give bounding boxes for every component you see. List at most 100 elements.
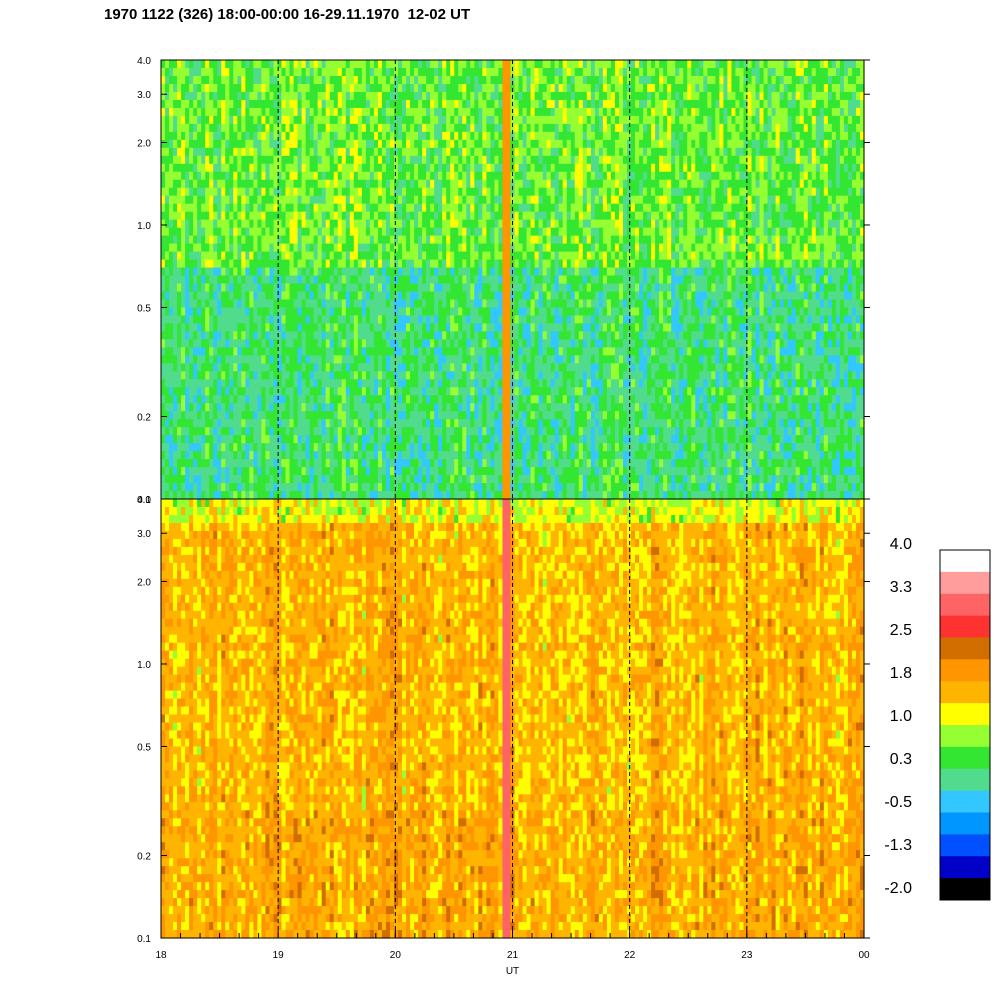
heatmap-cell bbox=[385, 259, 391, 269]
heatmap-cell bbox=[494, 475, 500, 484]
heatmap-cell bbox=[289, 203, 295, 213]
heatmap-cell bbox=[325, 459, 331, 468]
heatmap-cell bbox=[329, 147, 335, 157]
heatmap-cell bbox=[213, 259, 218, 269]
heatmap-cell bbox=[398, 307, 403, 317]
heatmap-cell bbox=[269, 451, 275, 460]
heatmap-cell bbox=[241, 355, 246, 364]
heatmap-cell bbox=[393, 387, 399, 396]
heatmap-cell bbox=[193, 91, 198, 101]
heatmap-cell bbox=[209, 387, 214, 396]
heatmap-cell bbox=[442, 163, 447, 173]
heatmap-cell bbox=[381, 323, 387, 332]
heatmap-cell bbox=[385, 379, 391, 388]
heatmap-cell bbox=[277, 219, 283, 229]
heatmap-cell bbox=[305, 355, 311, 364]
heatmap-cell bbox=[450, 443, 455, 452]
heatmap-cell bbox=[253, 107, 259, 117]
heatmap-cell bbox=[265, 275, 271, 285]
heatmap-cell bbox=[490, 291, 496, 301]
heatmap-cell bbox=[494, 275, 500, 285]
heatmap-cell bbox=[414, 299, 419, 309]
heatmap-cell bbox=[522, 203, 528, 213]
heatmap-cell bbox=[325, 267, 331, 277]
heatmap-cell bbox=[321, 179, 327, 189]
heatmap-cell bbox=[345, 419, 351, 428]
heatmap-cell bbox=[185, 251, 190, 261]
heatmap-cell bbox=[369, 131, 375, 141]
heatmap-cell bbox=[398, 299, 403, 309]
heatmap-cell bbox=[486, 83, 492, 93]
heatmap-cell bbox=[201, 355, 206, 364]
heatmap-cell bbox=[474, 291, 479, 301]
heatmap-cell bbox=[217, 379, 222, 388]
heatmap-cell bbox=[357, 355, 363, 364]
heatmap-cell bbox=[221, 491, 226, 500]
heatmap-cell bbox=[277, 435, 283, 444]
heatmap-cell bbox=[297, 243, 303, 253]
heatmap-cell bbox=[169, 355, 174, 364]
heatmap-cell bbox=[369, 483, 375, 492]
heatmap-cell bbox=[289, 227, 295, 237]
heatmap-cell bbox=[233, 443, 238, 452]
heatmap-cell bbox=[269, 123, 275, 133]
heatmap-cell bbox=[490, 163, 496, 173]
heatmap-cell bbox=[385, 451, 391, 460]
heatmap-cell bbox=[225, 307, 230, 317]
heatmap-cell bbox=[506, 419, 512, 428]
heatmap-cell bbox=[277, 355, 283, 364]
heatmap-cell bbox=[458, 259, 463, 269]
heatmap-cell bbox=[430, 411, 435, 420]
heatmap-cell bbox=[349, 139, 355, 149]
heatmap-cell bbox=[217, 131, 222, 141]
heatmap-cell bbox=[189, 187, 194, 197]
heatmap-cell bbox=[225, 60, 230, 69]
heatmap-cell bbox=[494, 371, 500, 380]
heatmap-cell bbox=[438, 451, 443, 460]
heatmap-cell bbox=[189, 83, 194, 93]
heatmap-cell bbox=[345, 307, 351, 317]
heatmap-cell bbox=[165, 219, 170, 229]
heatmap-cell bbox=[522, 243, 528, 253]
heatmap-cell bbox=[321, 307, 327, 317]
heatmap-cell bbox=[253, 179, 259, 189]
heatmap-cell bbox=[289, 363, 295, 372]
heatmap-cell bbox=[430, 483, 435, 492]
heatmap-cell bbox=[285, 219, 291, 229]
heatmap-cell bbox=[349, 307, 355, 317]
heatmap-cell bbox=[478, 243, 483, 253]
heatmap-cell bbox=[353, 371, 359, 380]
heatmap-cell bbox=[249, 67, 254, 77]
heatmap-cell bbox=[333, 403, 339, 412]
heatmap-cell bbox=[406, 451, 411, 460]
heatmap-cell bbox=[321, 147, 327, 157]
heatmap-cell bbox=[257, 411, 263, 420]
heatmap-cell bbox=[185, 83, 190, 93]
heatmap-cell bbox=[458, 91, 463, 101]
heatmap-cell bbox=[189, 91, 194, 101]
heatmap-cell bbox=[293, 323, 299, 332]
heatmap-cell bbox=[402, 211, 407, 221]
heatmap-cell bbox=[446, 243, 451, 253]
heatmap-cell bbox=[482, 475, 487, 484]
heatmap-cell bbox=[281, 60, 287, 69]
heatmap-cell bbox=[498, 419, 504, 428]
heatmap-cell bbox=[482, 259, 487, 269]
heatmap-cell bbox=[221, 363, 226, 372]
heatmap-cell bbox=[269, 411, 275, 420]
heatmap-cell bbox=[442, 315, 447, 324]
heatmap-cell bbox=[518, 211, 524, 221]
heatmap-cell bbox=[269, 195, 275, 205]
heatmap-cell bbox=[285, 355, 291, 364]
heatmap-cell bbox=[245, 195, 250, 205]
heatmap-cell bbox=[177, 491, 182, 500]
heatmap-cell bbox=[369, 147, 375, 157]
heatmap-cell bbox=[265, 187, 271, 197]
heatmap-cell bbox=[470, 187, 475, 197]
heatmap-cell bbox=[454, 147, 459, 157]
heatmap-cell bbox=[277, 443, 283, 452]
heatmap-cell bbox=[285, 267, 291, 277]
heatmap-cell bbox=[209, 195, 214, 205]
heatmap-cell bbox=[514, 411, 520, 420]
heatmap-cell bbox=[221, 419, 226, 428]
